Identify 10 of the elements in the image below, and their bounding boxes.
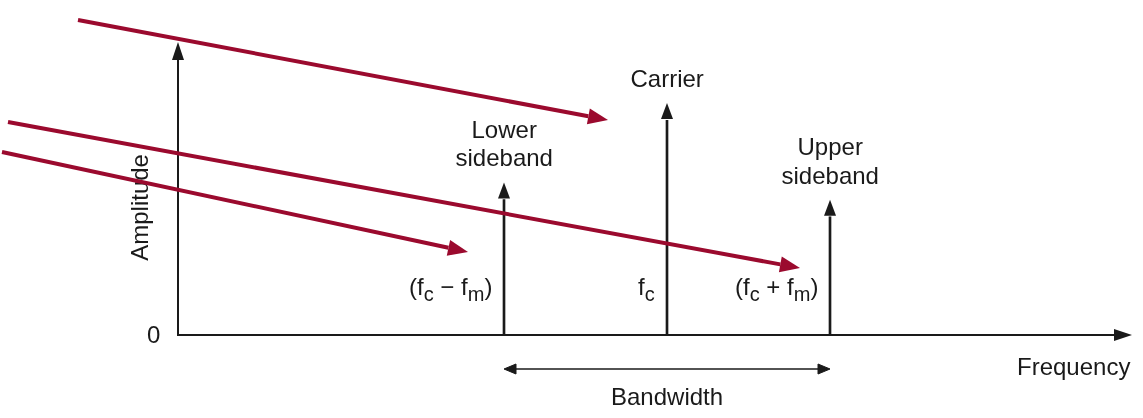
annotation: Upper sideband (781, 132, 879, 191)
text: 0 (147, 320, 161, 350)
text: Bandwidth (611, 383, 724, 412)
x-tick-label: f$_{c}$ (638, 273, 655, 306)
annotation: Lower sideband (455, 115, 553, 174)
y-axis-title: Amplitude (125, 154, 154, 261)
text: Carrier (630, 65, 704, 94)
x-axis-title: Frequency (1017, 353, 1131, 382)
x-tick-label: (f$_{c}$ − f$_{m}$) (409, 273, 493, 306)
x-tick-label: (f$_{c}$ + f$_{m}$) (735, 273, 819, 306)
